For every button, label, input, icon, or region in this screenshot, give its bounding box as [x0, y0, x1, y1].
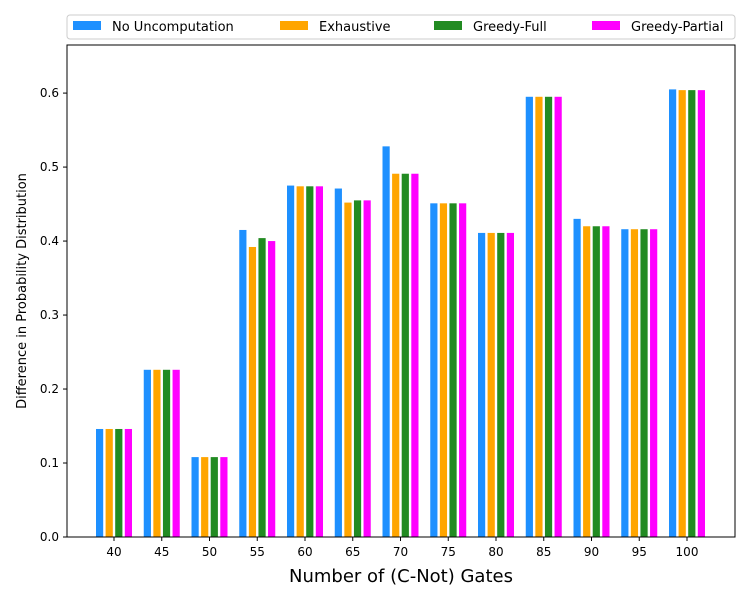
bar-greedy-partial-70	[411, 173, 419, 538]
bar-greedy-full-65	[353, 200, 362, 537]
bar-exhaustive-70	[392, 173, 400, 538]
bar-exhaustive-80	[487, 232, 495, 538]
bar-greedy-partial-40	[124, 428, 132, 537]
bar-greedy-full-90	[592, 226, 600, 537]
bar-greedy-partial-95	[650, 229, 658, 537]
bar-no-uncomputation-90	[573, 218, 581, 538]
bar-greedy-full-95	[640, 229, 648, 537]
legend-box	[66, 14, 736, 40]
plot-frame	[66, 44, 736, 538]
bar-no-uncomputation-45	[143, 369, 151, 537]
legend-swatch-no-uncomputation	[73, 21, 101, 30]
bar-greedy-partial-100	[697, 90, 705, 537]
bar-exhaustive-65	[344, 202, 352, 537]
bar-exhaustive-45	[153, 369, 161, 537]
y-tick-label: 0.4	[40, 234, 59, 248]
bar-greedy-full-70	[401, 173, 409, 538]
x-tick-label: 55	[250, 545, 265, 559]
x-tick-label: 100	[676, 545, 699, 559]
x-tick-label: 80	[488, 545, 503, 559]
legend-label-greedy-full: Greedy-Full	[473, 20, 547, 35]
bar-no-uncomputation-50	[191, 457, 199, 537]
bar-greedy-partial-55	[268, 241, 276, 537]
legend-swatch-greedy-full	[434, 21, 462, 30]
bar-no-uncomputation-65	[334, 188, 342, 537]
legend-swatch-greedy-partial	[592, 21, 620, 30]
bar-exhaustive-95	[630, 229, 639, 537]
bar-no-uncomputation-100	[669, 89, 677, 537]
bar-no-uncomputation-40	[96, 428, 104, 537]
bar-greedy-full-80	[497, 232, 505, 538]
legend-label-exhaustive: Exhaustive	[319, 20, 391, 35]
bar-greedy-full-100	[688, 90, 696, 537]
y-tick-label: 0.0	[40, 530, 59, 544]
bar-greedy-partial-80	[506, 232, 514, 538]
legend-label-no-uncomputation: No Uncomputation	[112, 20, 234, 35]
y-axis: 0.0 0.1 0.2 0.3 0.4 0.5 0.6	[40, 86, 67, 544]
x-axis-label: Number of (C-Not) Gates	[289, 566, 513, 587]
bar-greedy-full-85	[544, 96, 553, 537]
x-axis: 40 45 50 55 60 65 70 75 80 85 90 95 100	[106, 537, 698, 559]
x-tick-label: 90	[584, 545, 599, 559]
bar-no-uncomputation-85	[525, 96, 533, 537]
legend-swatch-exhaustive	[280, 21, 308, 30]
bar-greedy-partial-60	[315, 186, 323, 537]
bar-greedy-full-40	[115, 428, 123, 537]
bars	[96, 89, 705, 538]
bar-exhaustive-85	[535, 96, 543, 537]
bar-greedy-full-50	[210, 457, 218, 537]
bar-no-uncomputation-80	[478, 232, 486, 538]
bar-greedy-partial-50	[220, 457, 228, 537]
bar-greedy-partial-45	[172, 369, 180, 537]
bar-exhaustive-40	[105, 428, 113, 537]
bar-no-uncomputation-95	[621, 229, 629, 537]
bar-exhaustive-100	[678, 90, 686, 537]
bar-greedy-full-45	[162, 369, 171, 537]
bar-exhaustive-75	[439, 203, 448, 537]
bar-greedy-partial-65	[363, 200, 371, 537]
y-tick-label: 0.5	[40, 160, 59, 174]
bar-no-uncomputation-60	[287, 185, 295, 537]
x-tick-label: 50	[202, 545, 217, 559]
y-tick-label: 0.1	[40, 456, 59, 470]
bar-greedy-full-60	[306, 186, 314, 537]
legend: No Uncomputation Exhaustive Greedy-Full Gre…	[66, 14, 736, 40]
bar-exhaustive-90	[583, 226, 591, 537]
y-tick-label: 0.2	[40, 382, 59, 396]
bar-greedy-partial-90	[602, 226, 610, 537]
bar-greedy-full-75	[449, 203, 457, 537]
x-tick-label: 65	[345, 545, 360, 559]
x-tick-label: 95	[632, 545, 647, 559]
x-tick-label: 40	[106, 545, 121, 559]
x-tick-label: 85	[536, 545, 551, 559]
legend-label-greedy-partial: Greedy-Partial	[631, 20, 723, 35]
bar-greedy-partial-85	[554, 96, 562, 537]
y-axis-label: Difference in Probability Distribution	[15, 173, 30, 409]
x-tick-label: 70	[393, 545, 408, 559]
bar-greedy-full-55	[258, 238, 266, 537]
y-tick-label: 0.6	[40, 86, 59, 100]
x-tick-label: 60	[297, 545, 312, 559]
bar-exhaustive-55	[248, 246, 257, 538]
bar-no-uncomputation-75	[430, 203, 438, 537]
x-tick-label: 75	[441, 545, 456, 559]
bar-greedy-partial-75	[459, 203, 467, 537]
bar-exhaustive-50	[201, 457, 209, 537]
y-tick-label: 0.3	[40, 308, 59, 322]
x-tick-label: 45	[154, 545, 169, 559]
bar-no-uncomputation-55	[239, 229, 247, 537]
bar-exhaustive-60	[296, 186, 304, 537]
bar-no-uncomputation-70	[382, 146, 390, 538]
